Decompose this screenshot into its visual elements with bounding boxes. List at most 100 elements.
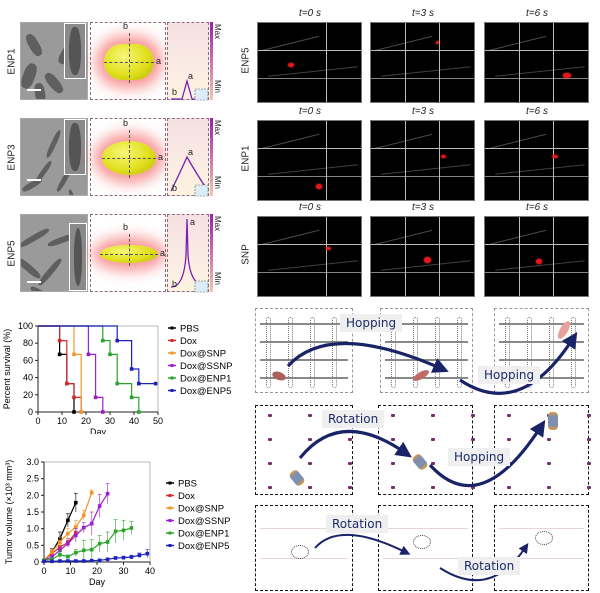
- data-point: [115, 381, 119, 386]
- legend-marker: [168, 481, 172, 485]
- grid-line-h: [258, 244, 361, 245]
- data-point: [137, 553, 142, 558]
- mesh-fiber-v: [266, 317, 271, 388]
- particle-signal: [552, 155, 558, 158]
- mesh-fiber-h: [499, 359, 584, 361]
- series-line-pbs: [38, 325, 75, 412]
- legend-marker: [168, 506, 172, 510]
- lattice-node: [507, 414, 511, 417]
- nanoparticle: [291, 545, 309, 559]
- data-point: [97, 504, 102, 508]
- data-point: [58, 552, 62, 557]
- data-point: [105, 491, 110, 496]
- fiber-line: [268, 164, 358, 175]
- time-label: t=6 s: [526, 8, 548, 19]
- data-point: [89, 547, 94, 552]
- nanoparticle: [535, 531, 553, 545]
- data-point: [81, 513, 86, 518]
- time-label: t=0 s: [299, 8, 321, 19]
- grid-line-h: [371, 50, 474, 51]
- tem-inset: [69, 223, 87, 291]
- colorbar-max-label: Max: [213, 24, 222, 40]
- grid-line-v: [405, 121, 406, 200]
- y-tick-label: 40: [23, 373, 33, 383]
- motion-label: Rotation: [322, 410, 385, 428]
- fluorescence-frame: [484, 120, 589, 201]
- lattice-node: [391, 486, 395, 489]
- lattice-node: [391, 414, 395, 417]
- data-point: [113, 529, 118, 534]
- fiber-line: [487, 229, 547, 246]
- profile-line: [170, 155, 209, 192]
- nanorod: [33, 82, 47, 99]
- fiber-line: [373, 229, 433, 246]
- data-point: [66, 531, 70, 536]
- intensity-curve: [170, 218, 209, 293]
- data-point: [79, 410, 83, 414]
- lattice-node: [471, 486, 475, 489]
- lattice-line: [260, 528, 348, 529]
- motion-label: Hopping: [340, 314, 403, 332]
- lattice-node: [547, 438, 551, 441]
- x-axis-label: Day: [89, 577, 106, 587]
- inset-particle: [69, 27, 81, 75]
- lattice-node: [268, 462, 272, 465]
- data-point: [89, 490, 94, 495]
- data-point: [72, 410, 76, 414]
- base-label: b: [172, 279, 178, 289]
- fiber-line: [260, 35, 320, 52]
- lattice-node: [268, 438, 272, 441]
- lattice-node: [348, 462, 352, 465]
- colorbar: [210, 118, 213, 196]
- time-label: t=3 s: [412, 202, 434, 213]
- legend-marker: [170, 339, 174, 342]
- data-point: [153, 381, 158, 386]
- x-axis-label: Day: [90, 427, 107, 434]
- fiber-line: [381, 66, 471, 77]
- time-label: t=0 s: [299, 202, 321, 213]
- mesh-fiber-h: [385, 377, 468, 379]
- nanorod: [67, 188, 79, 195]
- data-point: [129, 526, 134, 530]
- data-point: [115, 338, 119, 343]
- data-point: [74, 550, 78, 555]
- nanorod: [42, 70, 66, 96]
- row-label: ENP5: [6, 240, 18, 267]
- data-point: [101, 410, 105, 414]
- grid-line-v: [405, 217, 406, 296]
- motion-label: Hopping: [448, 448, 511, 466]
- particle-signal: [316, 184, 322, 189]
- y-tick-label: 80: [23, 338, 33, 348]
- particle-signal: [536, 259, 542, 264]
- grid-line-v: [519, 121, 520, 200]
- scale-bar: [27, 179, 41, 181]
- colorbar-max-label: Max: [213, 120, 222, 136]
- fluorescence-frame: [370, 120, 475, 201]
- fiber-line: [373, 35, 433, 52]
- scale-bar: [27, 281, 41, 283]
- lattice-node: [391, 438, 395, 441]
- series-line-dox-ssnp: [38, 325, 104, 412]
- data-point: [101, 338, 105, 343]
- b-axis: [129, 234, 130, 266]
- legend-marker: [168, 531, 172, 535]
- data-point: [81, 559, 86, 563]
- nanorod: [44, 129, 63, 159]
- colorbar-min-label: Min: [213, 176, 222, 189]
- grid-line-h: [485, 50, 588, 51]
- fluorescence-frame: [370, 216, 475, 297]
- lattice-line: [383, 558, 468, 559]
- colorbar-min-label: Min: [213, 80, 222, 93]
- grid-line-h: [371, 148, 474, 149]
- inset-region: [194, 88, 209, 101]
- b-axis: [129, 33, 130, 83]
- lattice-node: [308, 486, 312, 489]
- legend-marker: [170, 351, 174, 355]
- time-label: t=0 s: [299, 106, 321, 117]
- data-point: [74, 500, 78, 505]
- data-point: [74, 559, 78, 563]
- data-point: [58, 559, 62, 563]
